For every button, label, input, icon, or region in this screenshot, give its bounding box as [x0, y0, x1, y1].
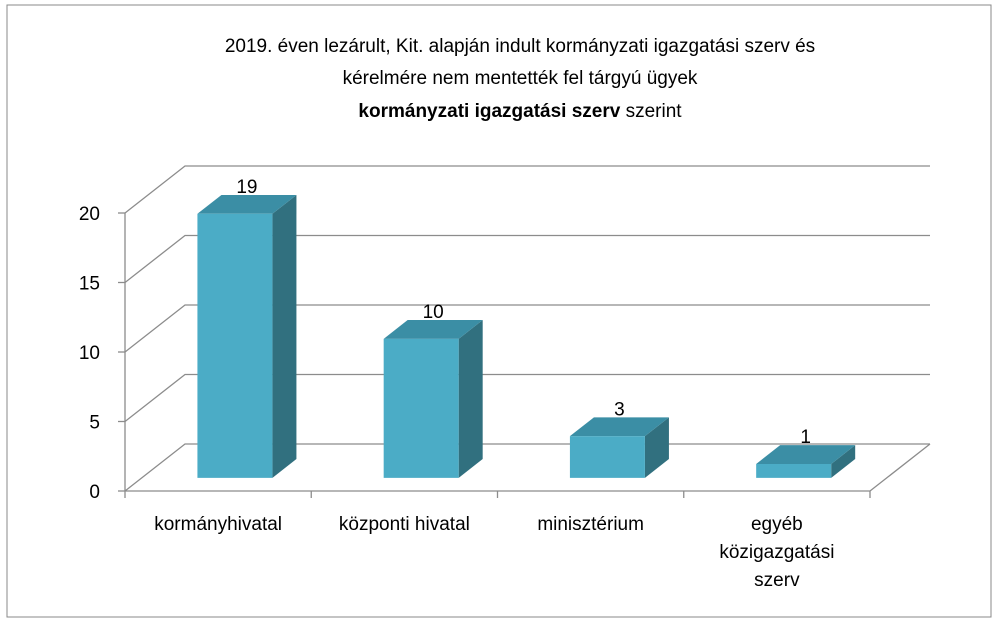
y-tick-label: 10 — [79, 343, 100, 364]
y-tick-label: 0 — [89, 482, 100, 503]
chart-title: kormányzati igazgatási szerv szerint — [358, 101, 682, 122]
y-tick-label: 5 — [89, 413, 100, 434]
grid-line — [124, 234, 930, 284]
value-label: 3 — [614, 399, 625, 420]
bar — [197, 213, 273, 478]
grid-line — [124, 443, 930, 492]
bar-top — [756, 445, 856, 464]
bar — [383, 338, 459, 478]
value-label: 1 — [800, 427, 811, 448]
x-tick-label: minisztérium — [537, 514, 644, 535]
bar-top — [383, 320, 483, 339]
chart-title: kérelmére nem mentették fel tárgyú ügyek — [343, 68, 698, 89]
bar-side — [272, 194, 297, 478]
bar-side — [831, 445, 856, 478]
bar-top — [569, 417, 669, 437]
value-label: 19 — [236, 177, 257, 198]
grid-line — [124, 165, 930, 214]
y-tick-label: 20 — [79, 204, 100, 225]
bar-top — [197, 194, 297, 214]
bar-side — [644, 417, 669, 478]
bar-side — [458, 320, 483, 478]
chart-title-suffix: szerint — [626, 101, 683, 122]
grid-line — [124, 373, 930, 423]
bar — [756, 463, 832, 478]
y-tick-label: 15 — [79, 274, 100, 295]
bar — [569, 436, 645, 478]
chart-frame — [6, 4, 992, 618]
x-tick-label: kormányhivatal — [154, 514, 283, 535]
chart-title: 2019. éven lezárult, Kit. alapján indult… — [225, 36, 815, 57]
x-tick-label: központi hivatal — [338, 514, 470, 535]
grid-line — [124, 304, 930, 353]
chart-title-bold: kormányzati igazgatási szerv — [358, 101, 620, 122]
x-tick-label: egyéb közigazgatási szerv — [719, 514, 835, 591]
value-label: 10 — [423, 302, 444, 323]
